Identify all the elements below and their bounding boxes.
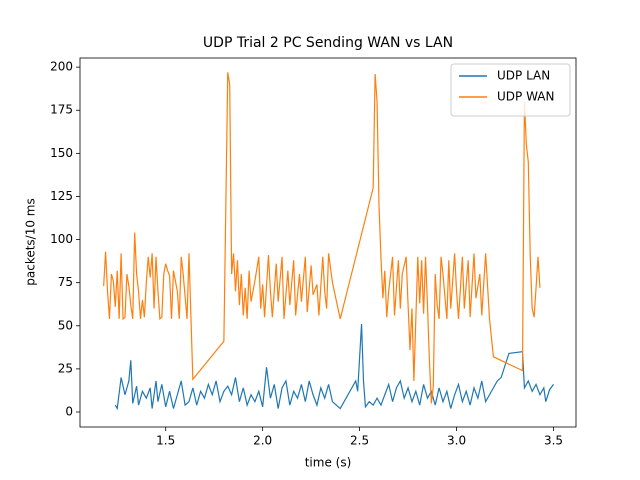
x-tick-label: 2.5 — [350, 434, 369, 448]
plot-frame — [79, 57, 577, 428]
data-line — [114, 324, 554, 411]
legend-label: UDP WAN — [497, 90, 554, 104]
x-tick-label: 1.5 — [156, 434, 175, 448]
x-tick-label: 3.5 — [544, 434, 563, 448]
y-tick-label: 125 — [50, 189, 73, 203]
y-axis-label: packets/10 ms — [24, 198, 38, 286]
y-tick-label: 100 — [50, 232, 73, 246]
chart-title: UDP Trial 2 PC Sending WAN vs LAN — [203, 35, 453, 51]
y-tick-label: 200 — [50, 60, 73, 74]
y-tick-label: 75 — [58, 275, 73, 289]
y-tick-label: 50 — [58, 318, 73, 332]
y-tick-label: 175 — [50, 103, 73, 117]
y-tick-label: 25 — [58, 361, 73, 375]
x-tick-label: 3.0 — [447, 434, 466, 448]
x-tick-label: 2.0 — [253, 434, 272, 448]
y-tick-label: 150 — [50, 146, 73, 160]
y-tick-label: 0 — [65, 404, 73, 418]
x-axis-label: time (s) — [305, 456, 352, 470]
data-line — [103, 72, 541, 404]
legend-box — [450, 63, 571, 117]
legend-label: UDP LAN — [497, 69, 550, 83]
